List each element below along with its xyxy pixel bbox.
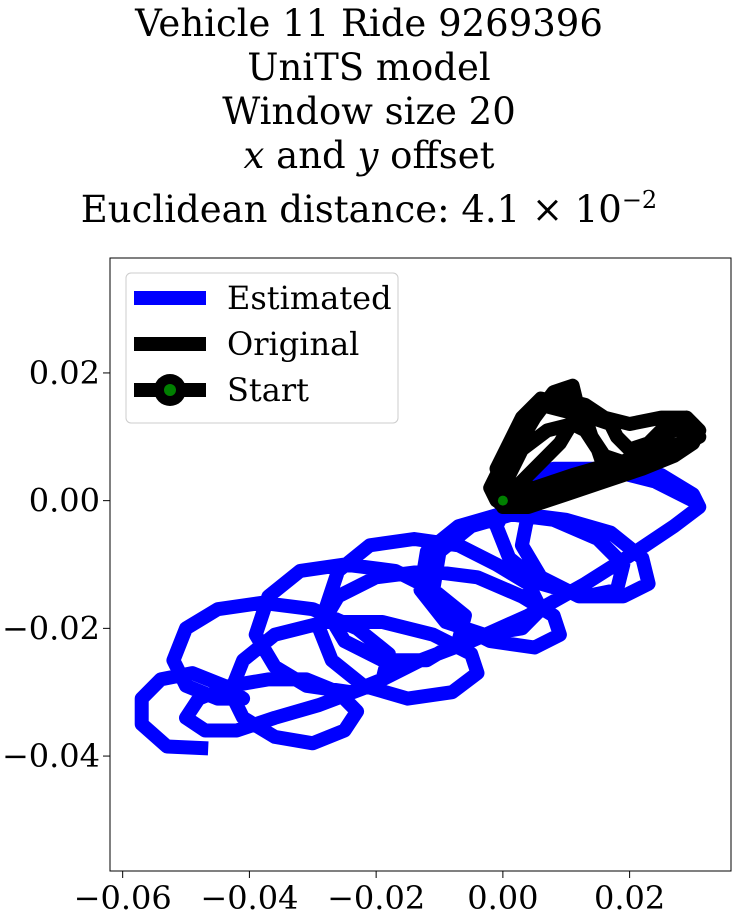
title-line-2: UniTS model	[247, 46, 491, 89]
title-and-text: and	[264, 134, 358, 177]
title-x-symbol: x	[243, 134, 265, 177]
title-line-1: Vehicle 11 Ride 9269396	[135, 2, 603, 45]
chart-title: Vehicle 11 Ride 9269396 UniTS model Wind…	[0, 2, 738, 232]
legend-label-original: Original	[227, 325, 359, 363]
title-offset-text: offset	[378, 134, 495, 177]
title-line-3: Window size 20	[222, 90, 516, 133]
x-tick-label: 0.00	[467, 879, 538, 917]
series-layer	[134, 378, 707, 756]
legend: Estimated Original Start	[125, 272, 399, 424]
series-line-estimated	[134, 461, 707, 756]
plot-frame	[109, 257, 732, 872]
title-line-4: x and y offset	[0, 134, 738, 178]
y-tick-label: −0.04	[2, 737, 100, 775]
y-tick-label: −0.02	[2, 609, 100, 647]
legend-start-marker	[164, 384, 176, 396]
x-tick-label: −0.06	[74, 879, 172, 917]
y-tick-label: 0.02	[29, 354, 100, 392]
title-distance-exponent: −2	[621, 186, 658, 214]
title-y-symbol: y	[357, 134, 379, 177]
title-distance-text: Euclidean distance: 4.1 × 10	[80, 188, 622, 231]
start-marker	[497, 495, 508, 506]
title-line-5: Euclidean distance: 4.1 × 10−2	[0, 178, 738, 232]
axes-layer: −0.06 −0.04 −0.02 0.00 0.02 0.02 0.00 −0.02 −0.0…	[2, 354, 665, 917]
x-tick-label: −0.04	[200, 879, 298, 917]
y-tick-label: 0.00	[29, 482, 100, 520]
x-tick-label: 0.02	[594, 879, 665, 917]
legend-label-estimated: Estimated	[227, 279, 392, 317]
legend-label-start: Start	[227, 371, 309, 409]
x-tick-label: −0.02	[327, 879, 425, 917]
